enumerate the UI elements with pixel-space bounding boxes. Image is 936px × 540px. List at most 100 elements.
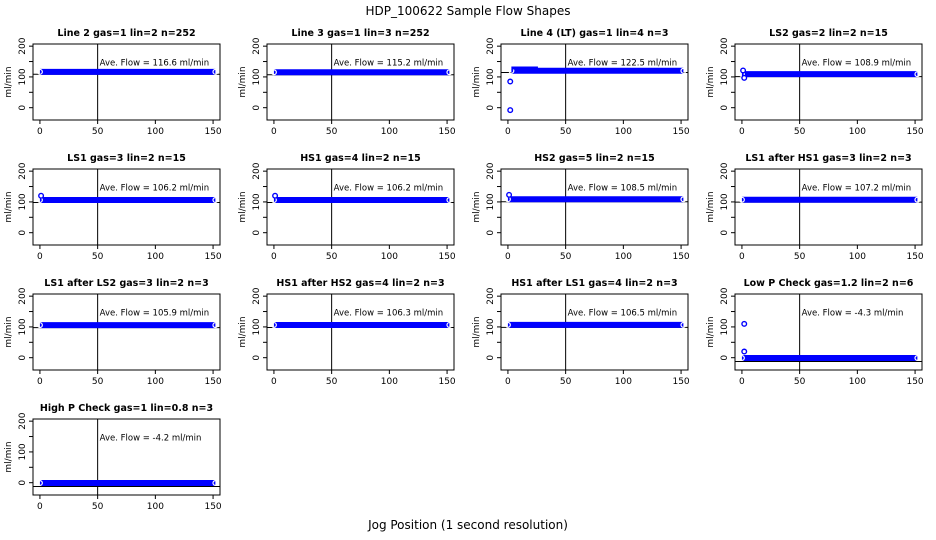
x-tick-label: 150 [906, 127, 923, 137]
x-tick-label: 50 [92, 502, 104, 512]
y-tick-label: 100 [18, 443, 28, 460]
band-end-circle [446, 197, 453, 204]
y-tick-label: 0 [720, 355, 730, 361]
x-tick-label: 100 [615, 127, 632, 137]
band-end-circle [680, 67, 687, 74]
x-tick-label: 150 [438, 377, 455, 387]
band-end-circle [508, 67, 515, 74]
x-tick-label: 50 [560, 127, 572, 137]
y-tick-label: 100 [720, 318, 730, 335]
plots-grid: Line 2 gas=1 lin=2 n=252 0 100 200 ml/min 0 50… [0, 20, 936, 520]
subplot-cell-8: LS1 after LS2 gas=3 lin=2 n=3 0 100 200 ml/m… [0, 270, 234, 395]
band-end-circle [212, 68, 219, 75]
ave-flow-annotation: Ave. Flow = 107.2 ml/min [802, 184, 911, 194]
ave-flow-annotation: Ave. Flow = -4.2 ml/min [100, 434, 202, 444]
y-tick-label: 0 [720, 105, 730, 111]
y-tick-label: 0 [486, 355, 496, 361]
x-tick-label: 100 [381, 127, 398, 137]
subplot-cell-0: Line 2 gas=1 lin=2 n=252 0 100 200 ml/min 0 50… [0, 20, 234, 145]
subplot-6: HS2 gas=5 lin=2 n=15 0 100 200 ml/min 0 50 100 1… [472, 153, 690, 262]
x-tick-label: 150 [204, 252, 221, 262]
x-tick-label: 150 [672, 252, 689, 262]
x-axis-label: Jog Position (1 second resolution) [368, 518, 568, 532]
ave-flow-annotation: Ave. Flow = 122.5 ml/min [568, 59, 677, 69]
x-tick-label: 0 [37, 127, 43, 137]
x-tick-label: 50 [92, 127, 104, 137]
x-tick-label: 150 [438, 252, 455, 262]
band-end-circle [36, 68, 43, 75]
plot-box [32, 418, 221, 496]
x-tick-label: 0 [37, 252, 43, 262]
x-tick-label: 0 [739, 377, 745, 387]
band-end-circle [680, 321, 687, 328]
ave-flow-annotation: Ave. Flow = 115.2 ml/min [334, 59, 443, 69]
y-tick-label: 200 [720, 287, 730, 304]
y-axis-title: ml/min [706, 191, 716, 222]
subplot-11: Low P Check gas=1.2 lin=2 n=6 0 100 200 ml/m… [706, 278, 924, 387]
x-tick-label: 100 [381, 252, 398, 262]
x-tick-label: 0 [271, 377, 277, 387]
y-tick-label: 200 [720, 37, 730, 54]
subplot-title: Line 4 (LT) gas=1 lin=4 n=3 [521, 28, 669, 39]
y-tick-label: 100 [720, 193, 730, 210]
x-tick-label: 50 [326, 252, 338, 262]
y-axis-title: ml/min [238, 316, 248, 347]
subplot-cell-9: HS1 after HS2 gas=4 lin=2 n=3 0 100 200 ml/m… [234, 270, 468, 395]
x-tick-label: 150 [204, 502, 221, 512]
subplot-title: LS1 after HS1 gas=3 lin=2 n=3 [745, 153, 911, 164]
ave-flow-annotation: Ave. Flow = 108.5 ml/min [568, 184, 677, 194]
x-tick-label: 0 [271, 127, 277, 137]
subplot-title: Line 3 gas=1 lin=3 n=252 [291, 28, 429, 39]
y-tick-label: 100 [252, 318, 262, 335]
y-tick-label: 100 [18, 193, 28, 210]
band-end-circle [914, 71, 921, 78]
x-tick-label: 100 [381, 377, 398, 387]
x-tick-label: 100 [849, 252, 866, 262]
y-tick-label: 0 [18, 105, 28, 111]
y-tick-label: 200 [18, 287, 28, 304]
subplot-cell-6: HS2 gas=5 lin=2 n=15 0 100 200 ml/min 0 50 100 1… [468, 145, 702, 270]
plot-box [32, 293, 221, 371]
y-tick-label: 100 [486, 193, 496, 210]
subplot-title: HS2 gas=5 lin=2 n=15 [534, 153, 655, 164]
x-tick-label: 150 [438, 127, 455, 137]
ave-flow-annotation: Ave. Flow = 108.9 ml/min [802, 59, 911, 69]
band-end-circle [446, 69, 453, 76]
y-axis-title: ml/min [4, 316, 14, 347]
y-tick-label: 100 [18, 68, 28, 85]
y-axis-title: ml/min [238, 66, 248, 97]
band-end-circle [914, 196, 921, 203]
y-tick-label: 100 [18, 318, 28, 335]
subplot-title: LS2 gas=2 lin=2 n=15 [769, 28, 888, 39]
x-tick-label: 150 [672, 377, 689, 387]
band-end-circle [36, 322, 43, 329]
y-tick-label: 100 [486, 68, 496, 85]
y-axis-title: ml/min [706, 66, 716, 97]
subplot-4: LS1 gas=3 lin=2 n=15 0 100 200 ml/min 0 50 100 1… [4, 153, 222, 262]
band-end-circle [738, 354, 745, 361]
plot-box [734, 43, 923, 121]
band-end-circle [36, 479, 43, 486]
x-tick-label: 0 [739, 127, 745, 137]
outlier-point [741, 320, 748, 327]
x-tick-label: 100 [147, 252, 164, 262]
x-tick-label: 50 [794, 127, 806, 137]
outlier-point [38, 192, 45, 199]
ave-flow-annotation: Ave. Flow = -4.3 ml/min [802, 309, 904, 319]
plot-box [500, 43, 689, 121]
y-tick-label: 0 [720, 230, 730, 236]
ave-flow-annotation: Ave. Flow = 106.3 ml/min [334, 309, 443, 319]
subplot-cell-12: High P Check gas=1 lin=0.8 n=3 0 100 200 ml/… [0, 395, 234, 520]
subplot-title: Low P Check gas=1.2 lin=2 n=6 [744, 278, 914, 289]
y-tick-label: 100 [720, 68, 730, 85]
subplot-title: LS1 gas=3 lin=2 n=15 [67, 153, 186, 164]
subplot-cell-4: LS1 gas=3 lin=2 n=15 0 100 200 ml/min 0 50 100 1… [0, 145, 234, 270]
y-tick-label: 100 [252, 68, 262, 85]
y-tick-label: 200 [18, 162, 28, 179]
x-tick-label: 50 [794, 377, 806, 387]
subplot-title: HS1 after HS2 gas=4 lin=2 n=3 [276, 278, 444, 289]
plot-box [32, 168, 221, 246]
subplot-3: LS2 gas=2 lin=2 n=15 0 100 200 ml/min 0 50 100 1… [706, 28, 924, 137]
x-tick-label: 150 [906, 377, 923, 387]
subplot-12: High P Check gas=1 lin=0.8 n=3 0 100 200 ml/… [4, 403, 222, 512]
